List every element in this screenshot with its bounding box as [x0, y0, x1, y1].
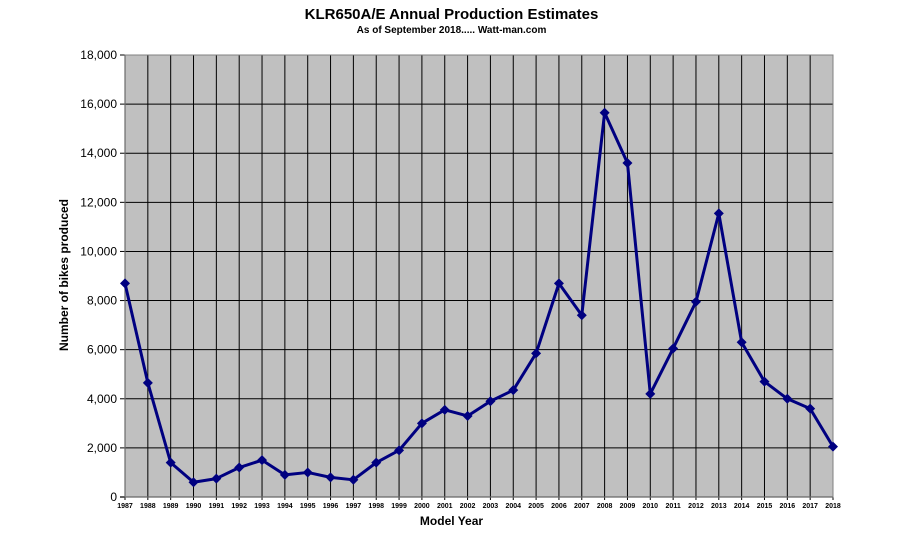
data-point-diamond-marker — [120, 278, 130, 289]
data-point-diamond-marker — [257, 455, 268, 466]
series-line — [123, 111, 835, 484]
data-point-diamond-marker — [622, 158, 633, 169]
x-axis: 1987 1988 1989 1990 1991 1992 1993 1994 1995 1996… — [117, 54, 841, 510]
x-tick-label: 1990 — [186, 503, 202, 510]
data-point-diamond-marker — [645, 388, 656, 399]
x-tick-label: 1998 — [368, 503, 384, 510]
y-tick-label: 0 — [110, 490, 117, 504]
x-tick-label: 2003 — [483, 503, 499, 510]
y-tick-label: 14,000 — [80, 146, 117, 160]
y-tick-label: 10,000 — [80, 244, 117, 258]
x-tick-label: 2012 — [688, 503, 704, 510]
y-tick-label: 16,000 — [80, 97, 117, 111]
x-tick-label: 2013 — [711, 503, 727, 510]
y-tick-label: 12,000 — [80, 195, 117, 209]
data-point-diamond-marker — [416, 418, 427, 429]
y-tick-label: 2,000 — [87, 441, 117, 455]
x-tick-label: 1992 — [231, 503, 247, 510]
x-tick-label: 2017 — [802, 503, 818, 510]
y-tick-label: 18,000 — [80, 48, 117, 62]
data-point-diamond-marker — [462, 410, 473, 421]
x-tick-label: 1991 — [209, 503, 225, 510]
data-point-diamond-marker — [439, 404, 450, 415]
x-tick-label: 2014 — [734, 503, 750, 510]
data-point-diamond-marker — [234, 462, 245, 473]
data-point-diamond-marker — [485, 396, 496, 407]
x-tick-label: 2008 — [597, 503, 613, 510]
data-point-diamond-marker — [279, 469, 290, 480]
data-point-diamond-marker — [668, 343, 679, 354]
data-point-diamond-marker — [805, 403, 816, 414]
data-point-diamond-marker — [531, 348, 542, 359]
data-point-diamond-marker — [828, 441, 838, 452]
data-point-diamond-marker — [736, 337, 747, 348]
x-tick-label: 1993 — [254, 503, 270, 510]
data-point-diamond-marker — [508, 385, 519, 396]
plot-border — [124, 54, 834, 498]
data-point-diamond-marker — [211, 473, 222, 484]
x-tick-label: 1988 — [140, 503, 156, 510]
chart-subtitle: As of September 2018..... Watt-man.com — [356, 25, 547, 36]
data-point-diamond-marker — [302, 467, 313, 478]
data-point-diamond-marker — [759, 376, 770, 387]
x-tick-label: 1996 — [323, 503, 339, 510]
data-point-diamond-marker — [325, 472, 336, 483]
data-point-diamond-marker — [165, 457, 176, 468]
chart-title: KLR650A/E Annual Production Estimates — [304, 6, 599, 23]
x-tick-label: 1995 — [300, 503, 316, 510]
data-point-diamond-marker — [553, 278, 564, 289]
x-tick-label: 1987 — [117, 503, 133, 510]
x-tick-label: 1989 — [163, 503, 179, 510]
x-tick-label: 1999 — [391, 503, 407, 510]
x-tick-label: 2011 — [666, 503, 681, 510]
data-point-diamond-marker — [782, 393, 793, 404]
x-tick-label: 2005 — [528, 503, 544, 510]
x-tick-label: 2015 — [757, 503, 773, 510]
x-tick-label: 2006 — [551, 503, 567, 510]
data-point-diamond-marker — [188, 477, 199, 488]
x-tick-label: 2000 — [414, 503, 430, 510]
data-point-diamond-marker — [599, 107, 610, 118]
x-tick-label: 1997 — [346, 503, 362, 510]
x-axis-label: Model Year — [419, 514, 484, 528]
data-point-diamond-marker — [713, 208, 724, 219]
y-tick-label: 4,000 — [87, 392, 117, 406]
data-series — [120, 107, 838, 488]
y-axis: 0 2,000 4,000 6,000 8,000 10,000 12,000 14,000 1… — [80, 48, 126, 504]
y-tick-label: 6,000 — [87, 343, 117, 357]
data-point-diamond-marker — [142, 377, 153, 388]
data-point-diamond-marker — [576, 310, 587, 321]
data-point-diamond-marker — [371, 457, 382, 468]
y-tick-label: 8,000 — [87, 294, 117, 308]
x-tick-label: 2002 — [460, 503, 476, 510]
data-point-diamond-marker — [348, 474, 359, 485]
x-tick-label: 2018 — [825, 503, 841, 510]
data-point-diamond-marker — [690, 296, 701, 307]
x-tick-label: 2007 — [574, 503, 590, 510]
x-tick-label: 2009 — [620, 503, 636, 510]
x-tick-label: 2010 — [643, 503, 659, 510]
x-tick-label: 1994 — [277, 503, 293, 510]
x-tick-label: 2004 — [505, 503, 521, 510]
data-point-diamond-marker — [394, 445, 405, 456]
x-tick-label: 2001 — [437, 503, 453, 510]
plot-area — [125, 55, 833, 497]
x-tick-label: 2016 — [780, 503, 796, 510]
